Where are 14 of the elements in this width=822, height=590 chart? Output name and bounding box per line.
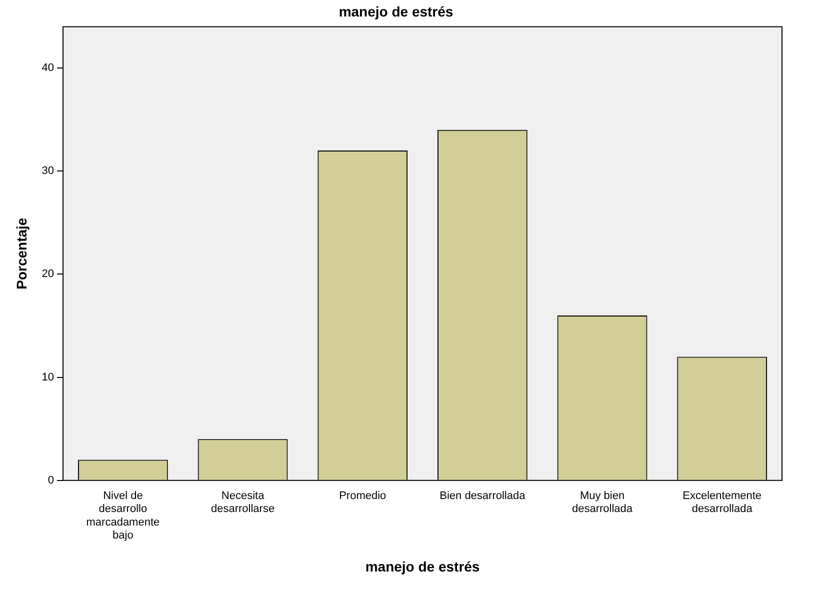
y-tick-label: 40: [42, 62, 54, 74]
y-tick-label: 30: [42, 165, 54, 178]
y-tick-label: 0: [48, 474, 54, 486]
x-tick-label: Bien desarrollada: [440, 490, 526, 502]
chart-title: manejo de estrés: [338, 3, 454, 20]
y-tick-label: 10: [42, 371, 54, 384]
y-axis-title: Porcentaje: [13, 218, 30, 290]
x-tick-label: Excelentemente desarrollada: [682, 490, 762, 516]
x-axis-title: manejo de estrés: [365, 558, 480, 574]
y-tick-label: 20: [42, 268, 54, 280]
x-tick-label: Promedio: [339, 490, 386, 502]
x-tick-label: Necesita desarrollarse: [210, 490, 275, 516]
x-tick-label: Muy bien desarrollada: [572, 490, 634, 516]
x-tick-label: Nivel de desarrollo marcadamente bajo: [86, 490, 160, 542]
